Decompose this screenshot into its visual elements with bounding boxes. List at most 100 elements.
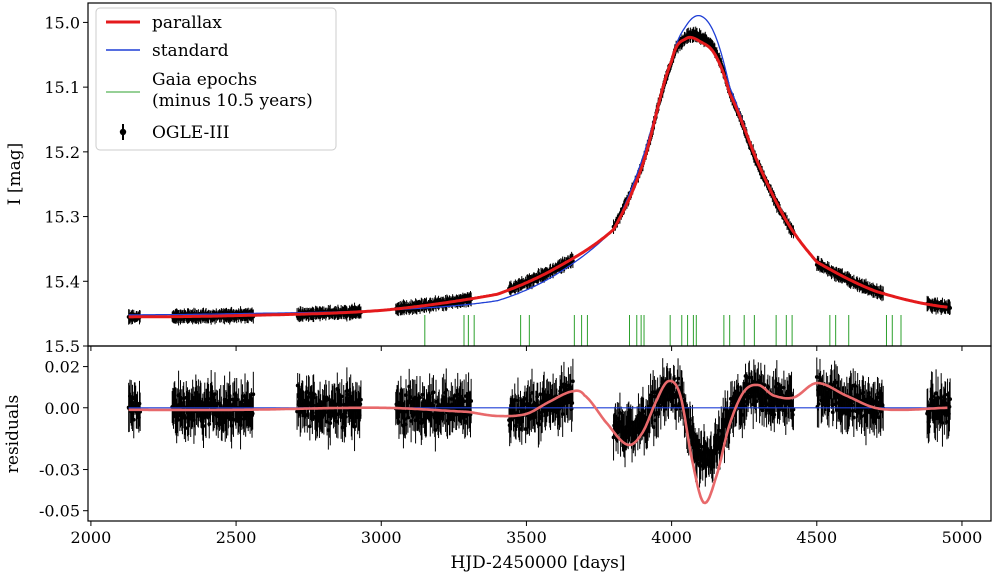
residual-point bbox=[240, 398, 245, 403]
residual-point bbox=[509, 417, 513, 422]
parallax-model-curve bbox=[128, 35, 948, 319]
residual-point bbox=[559, 385, 564, 390]
residual-point bbox=[234, 397, 239, 402]
lightcurve-y-tick-label: 15.0 bbox=[44, 13, 80, 32]
residual-point bbox=[791, 407, 796, 412]
residual-point bbox=[849, 386, 854, 391]
x-tick-label: 2500 bbox=[216, 528, 257, 547]
x-axis-label: HJD-2450000 [days] bbox=[450, 553, 625, 573]
residual-point bbox=[251, 392, 256, 397]
residual-point bbox=[327, 397, 331, 402]
lightcurve-y-tick-label: 15.2 bbox=[44, 143, 80, 162]
residual-point bbox=[359, 397, 363, 402]
residual-point bbox=[344, 389, 349, 393]
residual-point bbox=[406, 415, 410, 420]
residual-point bbox=[831, 402, 836, 407]
lightcurve-panel: 15.0 15.1 15.2 15.3 15.4 15.5 I [mag] paralla… bbox=[5, 2, 992, 356]
residual-point bbox=[328, 421, 333, 426]
parallax-residual-curve bbox=[128, 379, 948, 505]
residual-point bbox=[641, 409, 645, 414]
residual-point bbox=[201, 424, 206, 428]
residual-point bbox=[880, 403, 885, 407]
residual-point bbox=[853, 383, 858, 388]
legend-gaia-label: Gaia epochs bbox=[152, 70, 257, 90]
residual-point bbox=[352, 424, 357, 429]
residual-point bbox=[323, 410, 328, 415]
residuals-plot-frame bbox=[87, 345, 992, 522]
residual-point bbox=[311, 395, 316, 400]
residual-point bbox=[462, 399, 467, 404]
residuals-data-layer bbox=[126, 357, 953, 505]
residual-point bbox=[851, 415, 856, 420]
residual-point bbox=[137, 401, 142, 406]
lightcurve-y-axis-label: I [mag] bbox=[5, 143, 25, 206]
residual-point bbox=[537, 422, 541, 427]
residual-point bbox=[765, 385, 770, 389]
residual-point bbox=[419, 421, 424, 426]
residual-point bbox=[131, 417, 136, 422]
residual-point bbox=[790, 412, 795, 417]
residual-point bbox=[312, 392, 317, 397]
x-tick-label: 5000 bbox=[942, 528, 983, 547]
residual-point bbox=[816, 402, 821, 406]
residual-point bbox=[512, 398, 517, 403]
residual-point bbox=[939, 395, 944, 400]
residual-point bbox=[874, 411, 879, 416]
residual-point bbox=[418, 395, 422, 400]
residual-point bbox=[444, 388, 449, 392]
lightcurve-y-tick-label: 15.3 bbox=[44, 208, 80, 227]
residual-point bbox=[850, 403, 854, 408]
legend-ogle-label: OGLE-III bbox=[152, 123, 229, 143]
legend: parallax standard Gaia epochs (minus 10.… bbox=[95, 7, 337, 151]
residual-point bbox=[772, 412, 777, 417]
residual-point bbox=[930, 394, 935, 399]
residuals-panel: 0.02 0.00 -0.03 -0.05 2000 2500 3000 3500 4000 4… bbox=[3, 345, 992, 573]
residual-point bbox=[948, 397, 953, 402]
residual-point bbox=[343, 414, 348, 419]
legend-standard-label: standard bbox=[152, 41, 229, 61]
residual-point bbox=[947, 404, 952, 409]
residual-point bbox=[672, 376, 677, 381]
residual-point bbox=[218, 403, 223, 408]
x-tick-label: 2000 bbox=[71, 528, 112, 547]
lightcurve-y-ticks: 15.0 15.1 15.2 15.3 15.4 15.5 bbox=[44, 13, 963, 356]
residual-point bbox=[570, 401, 575, 405]
legend-frame bbox=[95, 7, 337, 151]
residual-point bbox=[570, 379, 575, 384]
residuals-y-tick-label: -0.03 bbox=[39, 461, 80, 480]
residual-point bbox=[431, 390, 436, 395]
residuals-y-tick-label: -0.05 bbox=[39, 502, 80, 521]
residual-point bbox=[229, 423, 234, 428]
residual-point bbox=[358, 402, 363, 406]
residual-point bbox=[830, 410, 835, 415]
residual-point bbox=[747, 375, 752, 380]
residual-point bbox=[469, 399, 474, 403]
residual-point bbox=[535, 394, 540, 399]
residual-point bbox=[206, 396, 210, 401]
residual-point bbox=[861, 390, 866, 395]
residual-point bbox=[936, 396, 940, 400]
x-tick-label: 4500 bbox=[796, 528, 837, 547]
residual-point bbox=[307, 424, 312, 429]
residual-point bbox=[306, 395, 311, 399]
legend-parallax-label: parallax bbox=[152, 13, 222, 33]
residuals-x-ticks: 2000 2500 3000 3500 4000 4500 5000 bbox=[71, 521, 983, 547]
residual-point bbox=[231, 417, 236, 422]
residual-point bbox=[676, 376, 680, 381]
residual-point bbox=[176, 417, 180, 422]
residual-point bbox=[927, 424, 931, 429]
legend-ogle-swatch bbox=[119, 124, 127, 140]
lightcurve-y-tick-label: 15.4 bbox=[44, 272, 80, 291]
x-tick-label: 4000 bbox=[651, 528, 692, 547]
x-tick-label: 3500 bbox=[506, 528, 547, 547]
residual-point bbox=[630, 420, 635, 425]
lightcurve-y-tick-label: 15.1 bbox=[44, 78, 80, 97]
residual-point bbox=[339, 394, 344, 399]
residuals-y-tick-label: 0.00 bbox=[44, 399, 80, 418]
lightcurve-data-layer bbox=[126, 14, 953, 346]
residuals-y-tick-label: 0.02 bbox=[44, 358, 80, 377]
residuals-y-axis-label: residuals bbox=[3, 395, 23, 473]
residual-point bbox=[560, 412, 565, 416]
residuals-y-ticks: 0.02 0.00 -0.03 -0.05 bbox=[39, 358, 88, 521]
